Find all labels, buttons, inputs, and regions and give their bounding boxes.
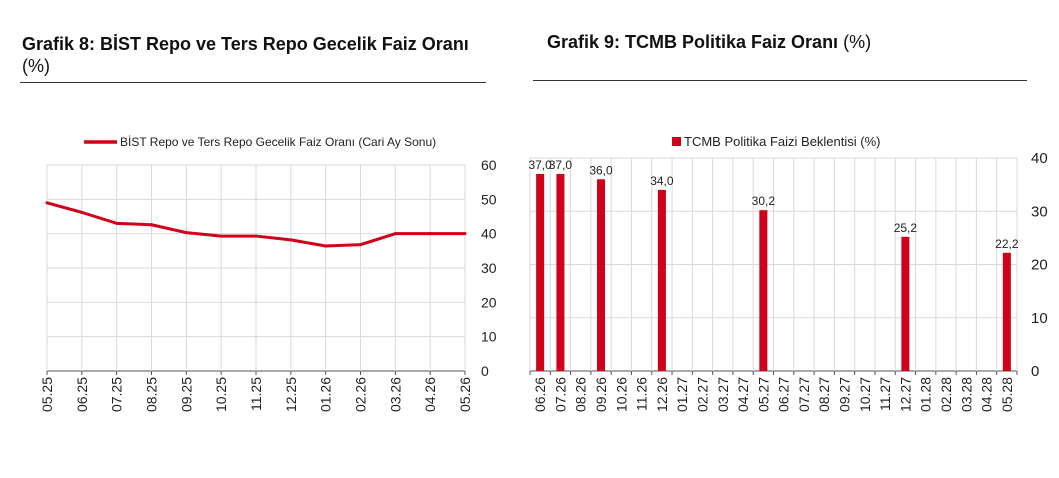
- chart8-data-point: [359, 243, 362, 247]
- chart9-x-tick-label: 02.28: [938, 377, 954, 412]
- chart9-x-tick-label: 09.27: [837, 377, 853, 412]
- chart8-data-point: [150, 223, 153, 227]
- chart8-x-tick-label: 07.25: [109, 377, 125, 412]
- chart8-data-point: [289, 238, 293, 242]
- chart9-data-label: 22,2: [995, 237, 1019, 251]
- chart8-x-tick-label: 11.25: [248, 377, 264, 411]
- chart8-title-text: Grafik 8: BİST Repo ve Ters Repo Gecelik…: [22, 34, 469, 54]
- chart8-x-tick-label: 12.25: [283, 377, 299, 412]
- chart8-data-point: [393, 232, 397, 236]
- chart8-data-point: [428, 232, 432, 236]
- chart9-data-label: 34,0: [650, 174, 674, 188]
- chart8-y-tick-label: 40: [481, 226, 497, 242]
- chart9-x-tick-label: 06.26: [532, 377, 548, 412]
- chart8-data-point: [45, 201, 49, 205]
- chart9-title-unit: (%): [843, 32, 872, 52]
- chart8-data-point: [463, 232, 467, 236]
- chart9-data-label: 37,0: [549, 158, 573, 172]
- chart9-legend-label: TCMB Politika Faizi Beklentisi (%): [684, 134, 881, 149]
- chart8-title: Grafik 8: BİST Repo ve Ters Repo Gecelik…: [22, 33, 492, 77]
- chart8-y-tick-label: 0: [481, 363, 489, 379]
- chart9-x-tick-label: 02.27: [694, 377, 710, 412]
- chart9-bar: [536, 173, 545, 371]
- chart8-x-tick-label: 02.26: [353, 377, 369, 412]
- chart8-y-tick-label: 50: [481, 191, 497, 207]
- chart9-data-label: 25,2: [894, 221, 918, 235]
- chart9-x-tick-label: 10.27: [857, 377, 873, 412]
- chart8-x-tick-label: 05.26: [457, 377, 473, 412]
- chart8-data-point: [324, 244, 328, 248]
- chart8-x-tick-label: 09.25: [178, 377, 194, 412]
- chart9-bar: [597, 179, 606, 371]
- chart9-title: Grafik 9: TCMB Politika Faiz Oranı (%): [547, 31, 1027, 53]
- chart9-bar: [657, 189, 666, 371]
- chart9-bar: [901, 236, 910, 371]
- chart8-x-tick-label: 03.26: [387, 377, 403, 412]
- chart8-data-point: [254, 234, 258, 238]
- chart8-legend-label: BİST Repo ve Ters Repo Gecelik Faiz Oran…: [120, 135, 436, 149]
- chart8-x-tick-label: 08.25: [144, 377, 160, 412]
- chart8-y-tick-label: 30: [481, 260, 497, 276]
- chart9-bar: [556, 173, 565, 371]
- chart9-x-tick-label: 10.26: [613, 377, 629, 412]
- chart8-y-tick-label: 60: [481, 157, 497, 173]
- chart9-data-label: 37,0: [528, 158, 552, 172]
- chart9-x-tick-label: 04.27: [735, 377, 751, 412]
- chart9-title-text: Grafik 9: TCMB Politika Faiz Oranı: [547, 32, 839, 52]
- chart9-x-tick-label: 05.27: [755, 377, 771, 412]
- chart8-title-rule: [20, 82, 486, 83]
- chart9-x-tick-label: 08.27: [816, 377, 832, 412]
- chart8-x-tick-label: 01.26: [318, 377, 334, 412]
- chart9-data-label: 30,2: [752, 194, 776, 208]
- chart9-x-tick-label: 01.27: [674, 377, 690, 412]
- chart9-y-tick-label: 40: [1031, 150, 1048, 167]
- chart9-x-tick-label: 03.27: [715, 377, 731, 412]
- chart9-x-tick-label: 06.27: [776, 377, 792, 412]
- chart9-x-tick-label: 08.26: [573, 377, 589, 412]
- chart9-x-tick-label: 05.28: [999, 377, 1015, 412]
- chart9-x-tick-label: 07.26: [552, 377, 568, 412]
- chart9-legend-swatch: [672, 137, 681, 146]
- chart9-y-tick-label: 0: [1031, 363, 1039, 380]
- chart9-x-tick-label: 12.26: [654, 377, 670, 412]
- chart9-x-tick-label: 07.27: [796, 377, 812, 412]
- chart8-data-point: [115, 221, 119, 225]
- chart8-x-tick-label: 04.26: [422, 377, 438, 412]
- chart9-y-tick-label: 20: [1031, 257, 1048, 274]
- chart8-data-point: [219, 234, 223, 238]
- chart8-data-point: [80, 210, 84, 214]
- chart9-x-tick-label: 11.27: [877, 377, 893, 411]
- chart8-y-tick-label: 20: [481, 294, 497, 310]
- chart8-x-tick-label: 10.25: [213, 377, 229, 412]
- chart8-x-tick-label: 06.25: [74, 377, 90, 412]
- chart9-y-tick-label: 30: [1031, 203, 1048, 220]
- chart9-bar: [759, 210, 768, 371]
- chart9-x-tick-label: 04.28: [979, 377, 995, 412]
- chart8-x-tick-label: 05.25: [39, 377, 55, 412]
- chart9-y-tick-label: 10: [1031, 310, 1048, 327]
- chart9-x-tick-label: 03.28: [958, 377, 974, 412]
- chart8-title-unit: (%): [22, 56, 50, 76]
- chart9-title-rule: [533, 80, 1027, 81]
- chart9-x-tick-label: 12.27: [897, 377, 913, 412]
- chart9-bar: [1002, 252, 1011, 371]
- chart9-data-label: 36,0: [589, 163, 613, 177]
- chart8-data-point: [184, 231, 188, 235]
- chart9-x-tick-label: 09.26: [593, 377, 609, 412]
- chart9-x-tick-label: 11.26: [634, 377, 650, 411]
- chart9-x-tick-label: 01.28: [918, 377, 934, 412]
- chart8-y-tick-label: 10: [481, 329, 497, 345]
